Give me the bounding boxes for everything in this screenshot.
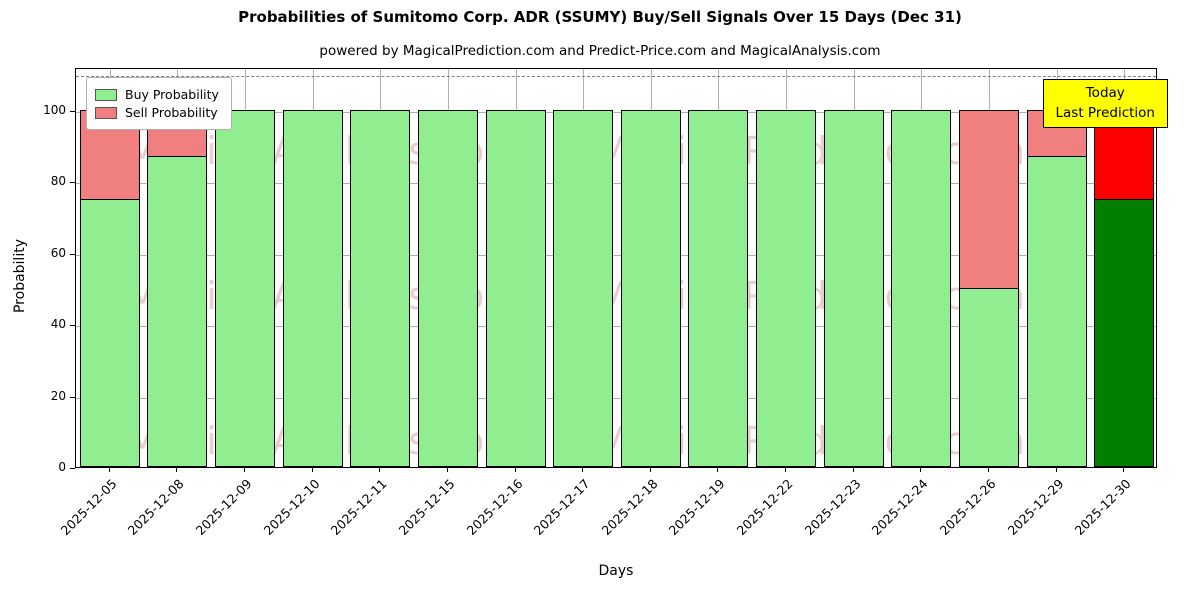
buy-bar-segment: [823, 109, 884, 467]
annotation-line1: Today: [1085, 85, 1125, 101]
x-tick-label: 2025-12-17: [530, 476, 593, 538]
y-tick-label: 60: [50, 245, 66, 260]
x-tick-label: 2025-12-15: [395, 476, 458, 538]
plot-area: MagicalAnalysis.comMagica Prediction.com…: [75, 68, 1168, 468]
x-tick-mark: [108, 468, 110, 472]
x-tick-label: 2025-12-22: [733, 476, 796, 538]
buy-bar-segment: [958, 288, 1019, 467]
x-tick-label: 2025-12-26: [936, 476, 999, 538]
x-tick-mark: [446, 468, 448, 472]
chart-subtitle: powered by MagicalPrediction.com and Pre…: [319, 43, 881, 59]
x-tick-label: 2025-12-19: [666, 476, 729, 538]
buy-bar-segment: [282, 109, 343, 467]
buy-bar-segment: [485, 109, 546, 467]
x-tick-label: 2025-12-24: [868, 476, 931, 538]
legend-buy-label: Buy Probability: [125, 87, 219, 102]
buy-bar-segment: [688, 109, 749, 467]
y-axis-title: Probability: [12, 239, 28, 314]
buy-probability-swatch: [95, 88, 117, 101]
x-tick-mark: [987, 468, 989, 472]
x-tick-mark: [176, 468, 178, 472]
x-tick-label: 2025-12-09: [192, 476, 255, 538]
h-gridline: [76, 397, 1156, 399]
buy-bar-segment: [79, 199, 140, 467]
x-tick-mark: [1123, 468, 1125, 472]
chart-title: Probabilities of Sumitomo Corp. ADR (SSU…: [238, 8, 962, 26]
x-tick-label: 2025-12-23: [801, 476, 864, 538]
y-tick-mark: [70, 110, 75, 112]
today-annotation-box: Today Last Prediction: [1042, 79, 1168, 129]
x-tick-label: 2025-12-16: [463, 476, 526, 538]
x-tick-label: 2025-12-29: [1004, 476, 1067, 538]
x-tick-mark: [920, 468, 922, 472]
x-tick-mark: [852, 468, 854, 472]
buy-bar-segment: [553, 109, 614, 467]
buy-bar-segment: [215, 109, 276, 467]
x-tick-label: 2025-12-18: [598, 476, 661, 538]
x-tick-mark: [311, 468, 313, 472]
h-gridline: [76, 254, 1156, 256]
annotation-line2: Last Prediction: [1055, 104, 1155, 121]
sell-probability-swatch: [95, 106, 117, 119]
y-tick-mark: [70, 182, 75, 184]
buy-bar-segment: [620, 109, 681, 467]
x-tick-mark: [244, 468, 246, 472]
h-gridline: [76, 183, 1156, 185]
threshold-dashed-line: [76, 76, 1156, 78]
x-tick-label: 2025-12-30: [1071, 476, 1134, 538]
x-tick-label: 2025-12-10: [260, 476, 323, 538]
buy-bar-segment: [1094, 199, 1155, 467]
buy-bar-segment: [350, 109, 411, 467]
y-tick-label: 20: [50, 388, 66, 403]
x-tick-label: 2025-12-11: [327, 476, 390, 538]
legend-item-sell: Sell Probability: [95, 105, 219, 120]
y-tick-mark: [70, 468, 75, 469]
buy-bar-segment: [147, 156, 208, 467]
x-tick-mark: [582, 468, 584, 472]
legend: Buy Probability Sell Probability: [86, 77, 232, 130]
y-tick-mark: [70, 396, 75, 398]
y-tick-label: 100: [43, 102, 66, 117]
buy-bar-segment: [891, 109, 952, 467]
x-tick-label: 2025-12-05: [57, 476, 120, 538]
legend-item-buy: Buy Probability: [95, 87, 219, 102]
buy-bar-segment: [1026, 156, 1087, 467]
x-axis-title: Days: [598, 563, 634, 579]
x-tick-mark: [1055, 468, 1057, 472]
y-tick-label: 80: [50, 174, 66, 189]
x-tick-mark: [649, 468, 651, 472]
h-gridline: [76, 111, 1156, 113]
buy-bar-segment: [417, 109, 478, 467]
x-tick-mark: [717, 468, 719, 472]
x-tick-mark: [785, 468, 787, 472]
y-tick-mark: [70, 253, 75, 255]
h-gridline: [76, 326, 1156, 328]
x-tick-mark: [379, 468, 381, 472]
sell-bar-segment: [958, 109, 1019, 290]
y-tick-mark: [70, 325, 75, 327]
buy-bar-segment: [756, 109, 817, 467]
y-tick-label: 0: [58, 460, 66, 474]
x-tick-mark: [514, 468, 516, 472]
y-tick-label: 40: [50, 317, 66, 332]
legend-sell-label: Sell Probability: [125, 105, 218, 120]
x-tick-label: 2025-12-08: [125, 476, 188, 538]
